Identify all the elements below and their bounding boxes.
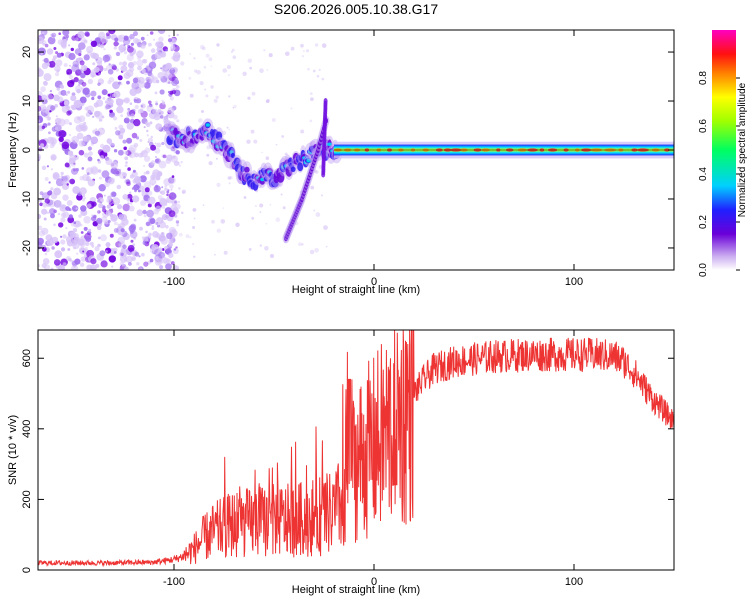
- snr-line: [38, 330, 674, 568]
- y-tick-label: 400: [21, 420, 33, 438]
- x-tick-label: 100: [565, 276, 583, 288]
- colorbar-label: Normalized spectral amplitude: [737, 82, 748, 217]
- x-tick-label: 0: [371, 276, 377, 288]
- snr-frame: [37, 329, 675, 571]
- colorbar-tick-label: 0.2: [698, 215, 709, 229]
- y-tick-label: 600: [21, 349, 33, 367]
- x-tick-label: -100: [163, 276, 185, 288]
- y-tick-label: 0: [21, 567, 33, 573]
- snr-y-label: SNR (10 * v/v): [7, 415, 19, 485]
- spectrogram-y-label: Frequency (Hz): [7, 112, 19, 188]
- x-tick-label: -100: [163, 576, 185, 588]
- y-tick-label: -10: [21, 191, 33, 207]
- y-tick-label: 20: [21, 46, 33, 58]
- signal-band: [334, 141, 674, 159]
- spectrogram-x-ticks: -100 0 100: [163, 30, 583, 288]
- colorbar-tick-label: 0.4: [698, 167, 709, 181]
- noise-speckle: [38, 30, 329, 270]
- spectrogram-y-ticks: -20 -10 0 10 20: [21, 46, 674, 256]
- colorbar: 0.0 0.2 0.4 0.6 0.8 Normalized spectral ampl…: [698, 30, 748, 277]
- colorbar-ticks: 0.0 0.2 0.4 0.6 0.8: [698, 71, 740, 277]
- snr-x-ticks: -100 0 100: [163, 330, 583, 588]
- x-tick-label: 0: [371, 576, 377, 588]
- y-tick-label: -20: [21, 240, 33, 256]
- colorbar-tick-label: 0.6: [698, 119, 709, 133]
- colorbar-tick-label: 0.0: [698, 263, 709, 277]
- snr-y-ticks: 0 200 400 600: [21, 349, 674, 573]
- snr-panel: -100 0 100 0 200 400 600 Height of straight l…: [7, 329, 675, 596]
- y-tick-label: 10: [21, 95, 33, 107]
- spectrogram-heatmap: [38, 30, 674, 270]
- snr-series: [38, 330, 674, 568]
- spectrogram-x-label: Height of straight line (km): [292, 284, 420, 296]
- y-tick-label: 200: [21, 490, 33, 508]
- chart-title: S206.2026.005.10.38.G17: [274, 1, 438, 17]
- colorbar-gradient: [712, 30, 736, 270]
- snr-x-label: Height of straight line (km): [292, 584, 420, 596]
- x-tick-label: 100: [565, 576, 583, 588]
- colorbar-tick-label: 0.8: [698, 71, 709, 85]
- y-tick-label: 0: [21, 147, 33, 153]
